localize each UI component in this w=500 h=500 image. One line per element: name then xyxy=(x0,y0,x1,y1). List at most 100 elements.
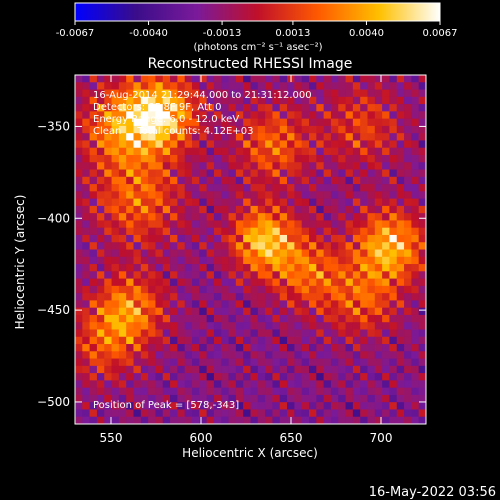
heatmap-cell xyxy=(330,307,339,316)
heatmap-cell xyxy=(162,133,171,141)
heatmap-cell xyxy=(367,242,376,250)
heatmap-cell xyxy=(228,125,237,134)
heatmap-cell xyxy=(345,227,354,236)
heatmap-cell xyxy=(170,365,178,374)
heatmap-cell xyxy=(243,402,251,410)
heatmap-cell xyxy=(404,82,412,90)
heatmap-cell xyxy=(294,365,303,374)
heatmap-cell xyxy=(199,409,208,418)
heatmap-cell xyxy=(287,154,295,163)
heatmap-cell xyxy=(170,344,178,352)
heatmap-cell xyxy=(418,358,426,367)
heatmap-cell xyxy=(140,176,149,185)
heatmap-cell xyxy=(104,104,112,112)
heatmap-cell xyxy=(199,358,208,367)
heatmap-cell xyxy=(221,184,229,192)
heatmap-cell xyxy=(199,373,208,381)
heatmap-cell xyxy=(75,176,83,185)
heatmap-cell xyxy=(301,140,310,149)
heatmap-cell xyxy=(184,416,193,424)
heatmap-cell xyxy=(148,162,156,170)
heatmap-cell xyxy=(279,278,288,287)
heatmap-cell xyxy=(272,271,281,279)
heatmap-cell xyxy=(177,104,186,112)
heatmap-cell xyxy=(213,264,222,272)
heatmap-cell xyxy=(148,300,156,309)
heatmap-cell xyxy=(287,351,295,359)
heatmap-cell xyxy=(126,227,134,236)
heatmap-cell xyxy=(352,380,361,389)
heatmap-cell xyxy=(374,75,383,83)
heatmap-cell xyxy=(404,380,412,389)
heatmap-cell xyxy=(133,191,142,199)
heatmap-cell xyxy=(213,351,222,359)
heatmap-cell xyxy=(213,82,222,90)
heatmap-cell xyxy=(126,249,134,258)
heatmap-cell xyxy=(396,271,405,279)
heatmap-cell xyxy=(294,140,303,149)
heatmap-cell xyxy=(213,329,222,338)
heatmap-cell xyxy=(287,322,295,330)
heatmap-cell xyxy=(382,147,390,156)
heatmap-cell xyxy=(199,351,208,359)
heatmap-cell xyxy=(418,220,426,229)
heatmap-cell xyxy=(250,154,259,163)
heatmap-cell xyxy=(133,271,142,279)
heatmap-cell xyxy=(111,271,120,279)
heatmap-cell xyxy=(111,125,120,134)
heatmap-cell xyxy=(418,133,426,141)
heatmap-cell xyxy=(330,82,339,90)
heatmap-cell xyxy=(309,351,317,359)
heatmap-cell xyxy=(360,373,368,381)
heatmap-cell xyxy=(338,256,346,265)
heatmap-cell xyxy=(155,111,164,120)
heatmap-cell xyxy=(250,191,259,199)
heatmap-cell xyxy=(338,300,346,309)
heatmap-cell xyxy=(404,402,412,410)
heatmap-cell xyxy=(382,314,390,323)
heatmap-cell xyxy=(345,147,354,156)
heatmap-cell xyxy=(272,416,281,424)
heatmap-cell xyxy=(235,75,244,83)
heatmap-cell xyxy=(367,89,376,98)
heatmap-cell xyxy=(228,329,237,338)
heatmap-cell xyxy=(243,75,251,83)
heatmap-cell xyxy=(82,220,91,229)
heatmap-cell xyxy=(279,394,288,403)
heatmap-cell xyxy=(338,205,346,214)
heatmap-cell xyxy=(155,314,164,323)
heatmap-cell xyxy=(162,111,171,120)
heatmap-cell xyxy=(330,322,339,330)
heatmap-cell xyxy=(330,344,339,352)
heatmap-cell xyxy=(228,351,237,359)
heatmap-cell xyxy=(272,256,281,265)
heatmap-cell xyxy=(352,220,361,229)
heatmap-cell xyxy=(338,285,346,294)
heatmap-cell xyxy=(272,191,281,199)
heatmap-cell xyxy=(279,365,288,374)
heatmap-cell xyxy=(126,198,134,207)
heatmap-cell xyxy=(330,329,339,338)
heatmap-cell xyxy=(287,373,295,381)
heatmap-cell xyxy=(75,322,83,330)
heatmap-cell xyxy=(162,227,171,236)
heatmap-cell xyxy=(177,394,186,403)
heatmap-cell xyxy=(279,96,288,105)
heatmap-cell xyxy=(411,184,420,192)
heatmap-cell xyxy=(155,285,164,294)
colorbar-units: (photons cm⁻² s⁻¹ asec⁻²) xyxy=(193,42,322,53)
heatmap-cell xyxy=(279,409,288,418)
heatmap-cell xyxy=(140,198,149,207)
heatmap-cell xyxy=(316,104,325,112)
heatmap-cell xyxy=(382,409,390,418)
heatmap-cell xyxy=(213,133,222,141)
heatmap-cell xyxy=(199,147,208,156)
heatmap-cell xyxy=(104,111,112,120)
heatmap-cell xyxy=(367,358,376,367)
heatmap-cell xyxy=(192,75,200,83)
heatmap-cell xyxy=(294,89,303,98)
heatmap-cell xyxy=(309,162,317,170)
heatmap-cell xyxy=(235,358,244,367)
heatmap-cell xyxy=(411,256,420,265)
heatmap-cell xyxy=(418,322,426,330)
